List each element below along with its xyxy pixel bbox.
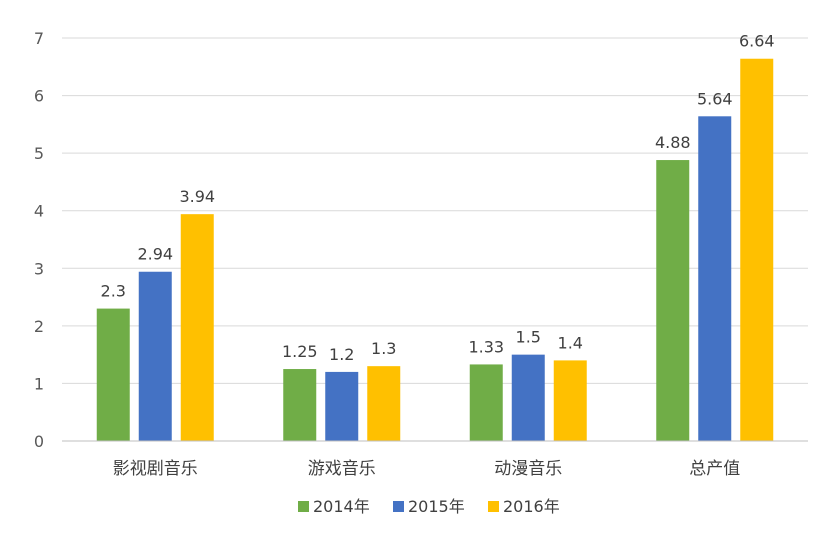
bar-2015年-动漫音乐 [511, 354, 545, 441]
y-tick-label: 0 [34, 432, 44, 451]
y-tick-label: 4 [34, 202, 44, 221]
bar-2016年-影视剧音乐 [180, 214, 214, 441]
data-label: 1.2 [329, 345, 354, 364]
data-label: 1.25 [282, 342, 318, 361]
bar-2015年-游戏音乐 [325, 371, 359, 441]
y-tick-label: 5 [34, 144, 44, 163]
bar-2016年-动漫音乐 [553, 360, 587, 441]
data-label: 5.64 [697, 89, 733, 108]
x-category-label: 影视剧音乐 [113, 459, 198, 479]
y-tick-label: 6 [34, 87, 44, 106]
y-tick-label: 7 [34, 29, 44, 48]
legend: 2014年 2015年 2016年 [298, 497, 560, 516]
data-label: 6.64 [739, 32, 775, 51]
data-label: 3.94 [179, 187, 215, 206]
legend-label: 2014年 [313, 497, 370, 516]
data-label: 1.33 [468, 337, 504, 356]
x-category-label: 动漫音乐 [494, 459, 562, 479]
bar-2016年-游戏音乐 [367, 366, 401, 441]
y-axis: 0 1 2 3 4 5 6 7 [34, 29, 44, 451]
bar-2014年-总产值 [656, 160, 690, 441]
x-category-label: 游戏音乐 [308, 459, 376, 479]
bar-2015年-总产值 [698, 116, 732, 441]
legend-swatch [488, 501, 499, 512]
legend-swatch [298, 501, 309, 512]
y-tick-label: 1 [34, 374, 44, 393]
bars [96, 58, 774, 442]
bar-2015年-影视剧音乐 [138, 271, 172, 441]
bar-2014年-动漫音乐 [469, 364, 503, 441]
data-label: 4.88 [655, 133, 691, 152]
legend-swatch [393, 501, 404, 512]
legend-label: 2016年 [503, 497, 560, 516]
legend-label: 2015年 [408, 497, 465, 516]
y-tick-label: 2 [34, 317, 44, 336]
bar-2014年-游戏音乐 [283, 369, 317, 441]
bar-2016年-总产值 [740, 58, 774, 442]
data-label: 2.94 [137, 245, 173, 264]
data-label: 1.5 [516, 328, 541, 347]
bar-2014年-影视剧音乐 [96, 308, 130, 441]
x-category-label: 总产值 [689, 459, 740, 479]
data-label: 1.3 [371, 339, 396, 358]
data-label: 2.3 [101, 282, 126, 301]
x-axis: 影视剧音乐 游戏音乐 动漫音乐 总产值 [62, 440, 808, 479]
data-labels: 2.3 2.94 3.94 1.25 1.2 1.3 1.33 1.5 1.4 4.88 5.64 6… [101, 32, 775, 364]
data-label: 1.4 [558, 333, 583, 352]
y-tick-label: 3 [34, 259, 44, 278]
